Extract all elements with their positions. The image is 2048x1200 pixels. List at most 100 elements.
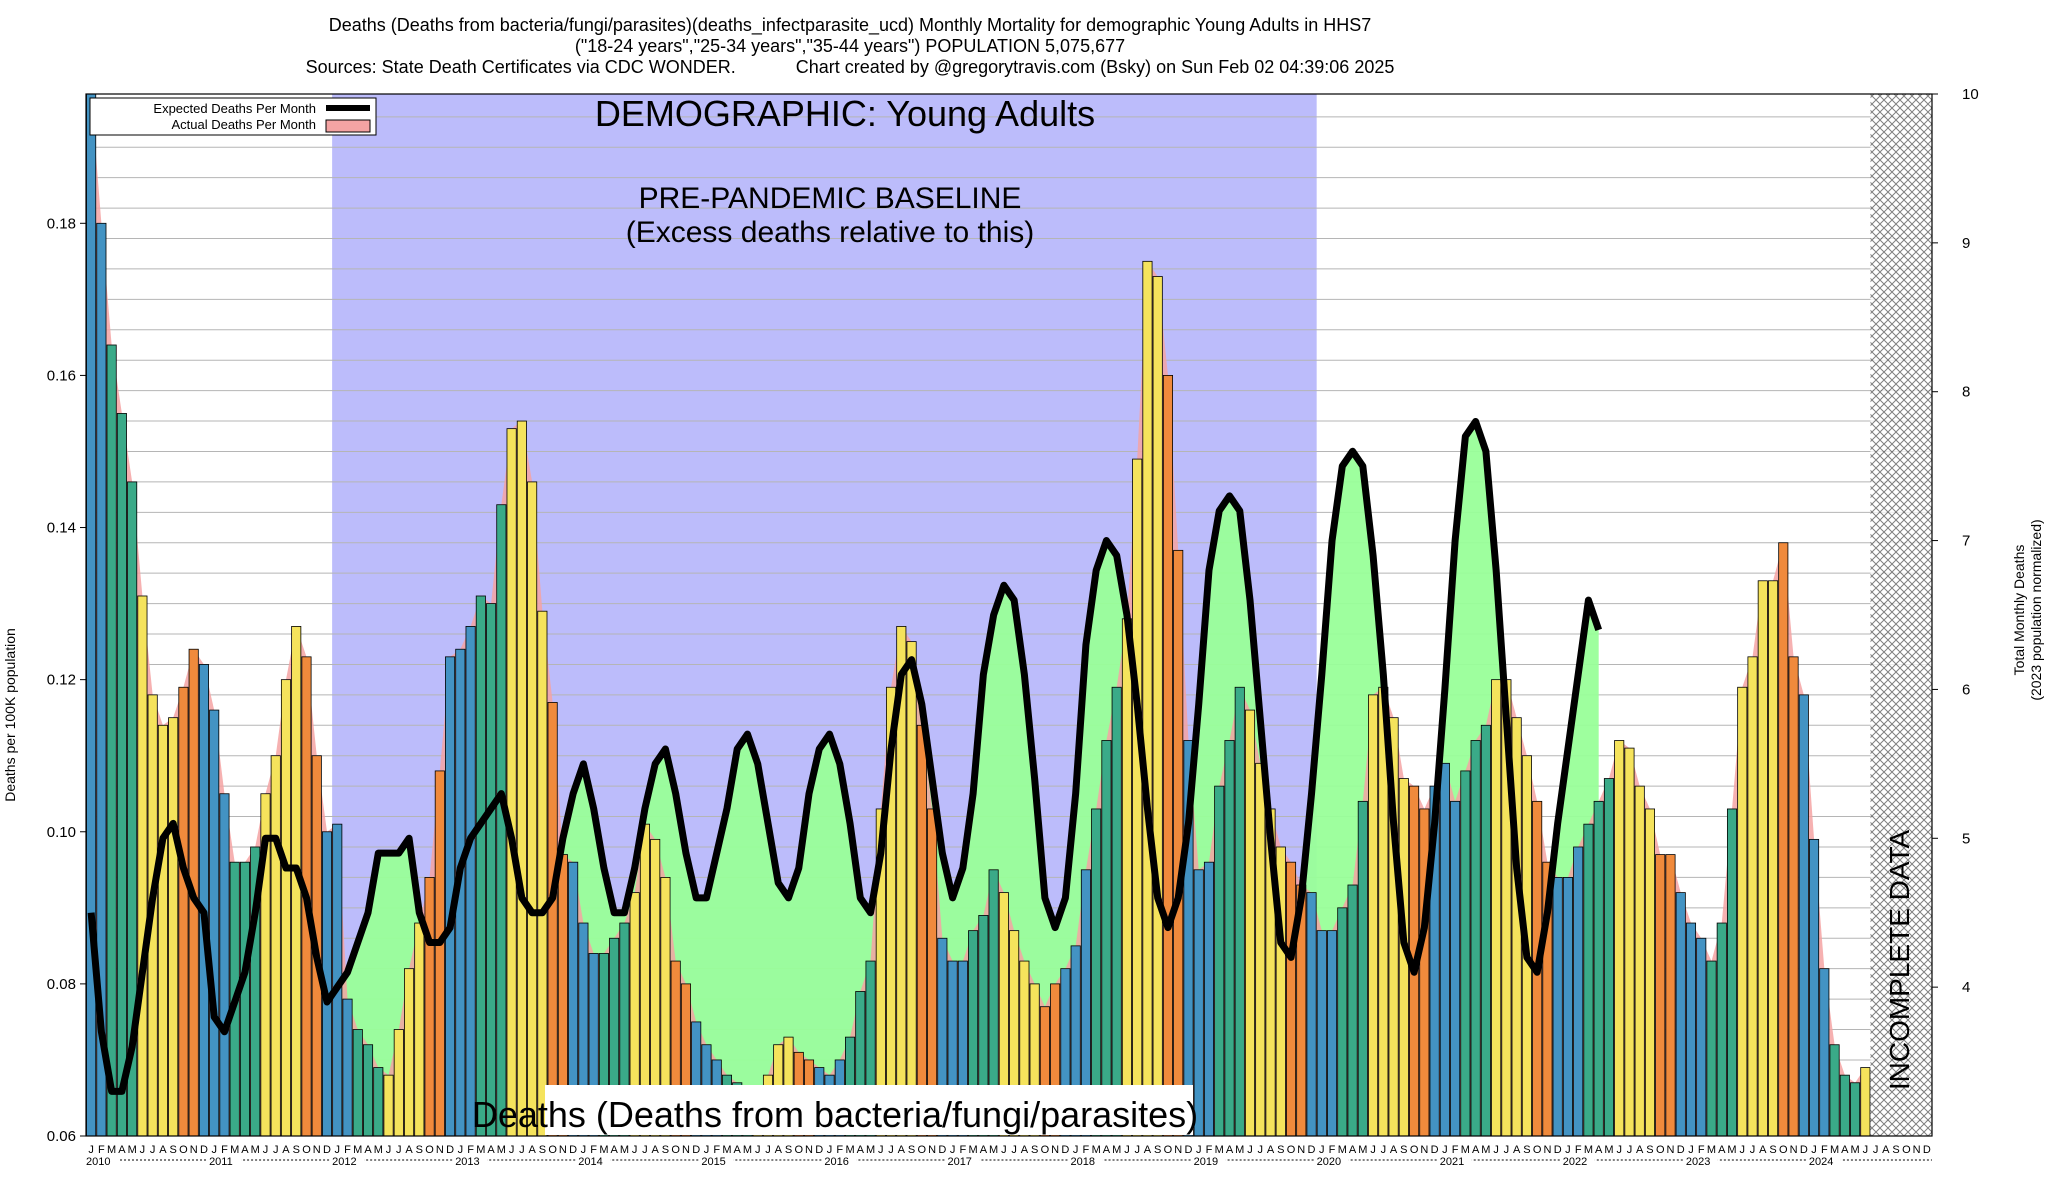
year-label-bg (84, 1155, 118, 1167)
x-tick-month: D (815, 1144, 823, 1156)
year-label-bg (576, 1155, 611, 1167)
x-tick-month: D (1184, 1144, 1192, 1156)
x-tick-month: F (344, 1144, 351, 1156)
data-bar (1788, 656, 1799, 1137)
x-year-label: 2019 (1194, 1156, 1218, 1168)
data-bar (178, 686, 189, 1137)
x-tick-month: A (159, 1144, 167, 1156)
x-tick-month: N (1297, 1144, 1305, 1156)
data-bar (516, 420, 527, 1137)
x-tick-month: F (467, 1144, 474, 1156)
legend-label-expected: Expected Deaths Per Month (153, 101, 316, 116)
x-tick-month: M (1481, 1144, 1490, 1156)
x-tick-month: N (1913, 1144, 1921, 1156)
x-tick-month: J (1319, 1144, 1325, 1156)
x-tick-month: O (179, 1144, 188, 1156)
x-year-label: 2012 (332, 1156, 356, 1168)
x-tick-month: M (374, 1144, 383, 1156)
data-bar (352, 1029, 363, 1137)
data-bar (116, 413, 127, 1137)
x-tick-month: J (581, 1144, 587, 1156)
x-tick-month: A (1841, 1144, 1849, 1156)
baseline-label-line-1: PRE-PANDEMIC BASELINE (639, 182, 1022, 215)
data-bar (1439, 762, 1450, 1137)
data-bar (239, 861, 250, 1137)
x-tick-month: A (1144, 1144, 1152, 1156)
x-tick-month: J (1688, 1144, 1694, 1156)
x-tick-month: J (765, 1144, 771, 1156)
x-tick-month: D (446, 1144, 454, 1156)
x-tick-month: S (1892, 1144, 1899, 1156)
x-tick-month: J (386, 1144, 392, 1156)
x-tick-month: S (1769, 1144, 1776, 1156)
data-bar (1634, 785, 1645, 1137)
cause-banner: Deaths (Deaths from bacteria/fungi/paras… (472, 1094, 1198, 1135)
x-tick-month: J (88, 1144, 94, 1156)
data-bar (1552, 877, 1563, 1137)
x-tick-month: A (775, 1144, 783, 1156)
x-tick-month: J (1001, 1144, 1007, 1156)
x-tick-month: M (866, 1144, 875, 1156)
data-bar (280, 679, 292, 1137)
x-tick-month: M (1358, 1144, 1367, 1156)
x-tick-month: S (1277, 1144, 1284, 1156)
x-tick-month: A (1882, 1144, 1890, 1156)
x-tick-month: D (569, 1144, 577, 1156)
x-tick-month: A (487, 1144, 495, 1156)
x-tick-month: J (519, 1144, 525, 1156)
x-tick-month: J (1565, 1144, 1571, 1156)
y2-tick-label: 9 (1962, 235, 1970, 252)
x-tick-month: M (1830, 1144, 1839, 1156)
data-bar (906, 641, 917, 1137)
data-bar (373, 1067, 384, 1137)
x-tick-month: F (1083, 1144, 1090, 1156)
x-tick-month: F (1206, 1144, 1213, 1156)
data-bar (1768, 580, 1779, 1137)
x-tick-month: M (107, 1144, 116, 1156)
x-tick-month: A (734, 1144, 742, 1156)
x-tick-month: J (1381, 1144, 1387, 1156)
x-tick-month: O (1164, 1144, 1173, 1156)
x-tick-month: N (805, 1144, 813, 1156)
x-tick-month: A (118, 1144, 126, 1156)
annotation-layer: DEMOGRAPHIC: Young Adults PRE-PANDEMIC B… (472, 93, 1198, 1135)
y2-tick-label: 8 (1962, 384, 1970, 401)
x-tick-month: M (1850, 1144, 1859, 1156)
x-tick-month: J (1247, 1144, 1253, 1156)
x-tick-month: N (313, 1144, 321, 1156)
x-tick-month: S (1154, 1144, 1161, 1156)
x-year-label: 2023 (1686, 1156, 1710, 1168)
y-tick-label: 0.06 (47, 1128, 76, 1145)
x-tick-month: N (1420, 1144, 1428, 1156)
x-tick-month: F (1329, 1144, 1336, 1156)
data-bar (475, 595, 486, 1137)
data-bar (1809, 838, 1820, 1137)
x-tick-month: J (1011, 1144, 1017, 1156)
data-bar (198, 664, 209, 1137)
data-bar (1327, 930, 1338, 1137)
data-bar (1614, 740, 1625, 1137)
data-bar (1829, 1044, 1840, 1137)
x-tick-month: O (302, 1144, 311, 1156)
x-tick-month: D (1923, 1144, 1931, 1156)
x-tick-month: A (1349, 1144, 1357, 1156)
x-tick-month: F (1575, 1144, 1582, 1156)
x-tick-month: M (620, 1144, 629, 1156)
data-bar (383, 1074, 394, 1137)
y-tick-label: 0.08 (47, 976, 76, 993)
x-tick-month: A (1226, 1144, 1234, 1156)
x-tick-month: A (1513, 1144, 1521, 1156)
x-tick-month: D (692, 1144, 700, 1156)
data-bar (1101, 740, 1112, 1137)
x-year-label: 2016 (824, 1156, 848, 1168)
x-tick-month: O (548, 1144, 557, 1156)
data-bar (362, 1044, 374, 1137)
x-tick-month: S (416, 1144, 423, 1156)
x-tick-month: J (642, 1144, 648, 1156)
data-bar (1470, 740, 1481, 1137)
x-tick-month: J (1442, 1144, 1448, 1156)
x-tick-month: J (458, 1144, 464, 1156)
x-tick-month: S (1031, 1144, 1038, 1156)
x-tick-month: A (241, 1144, 249, 1156)
